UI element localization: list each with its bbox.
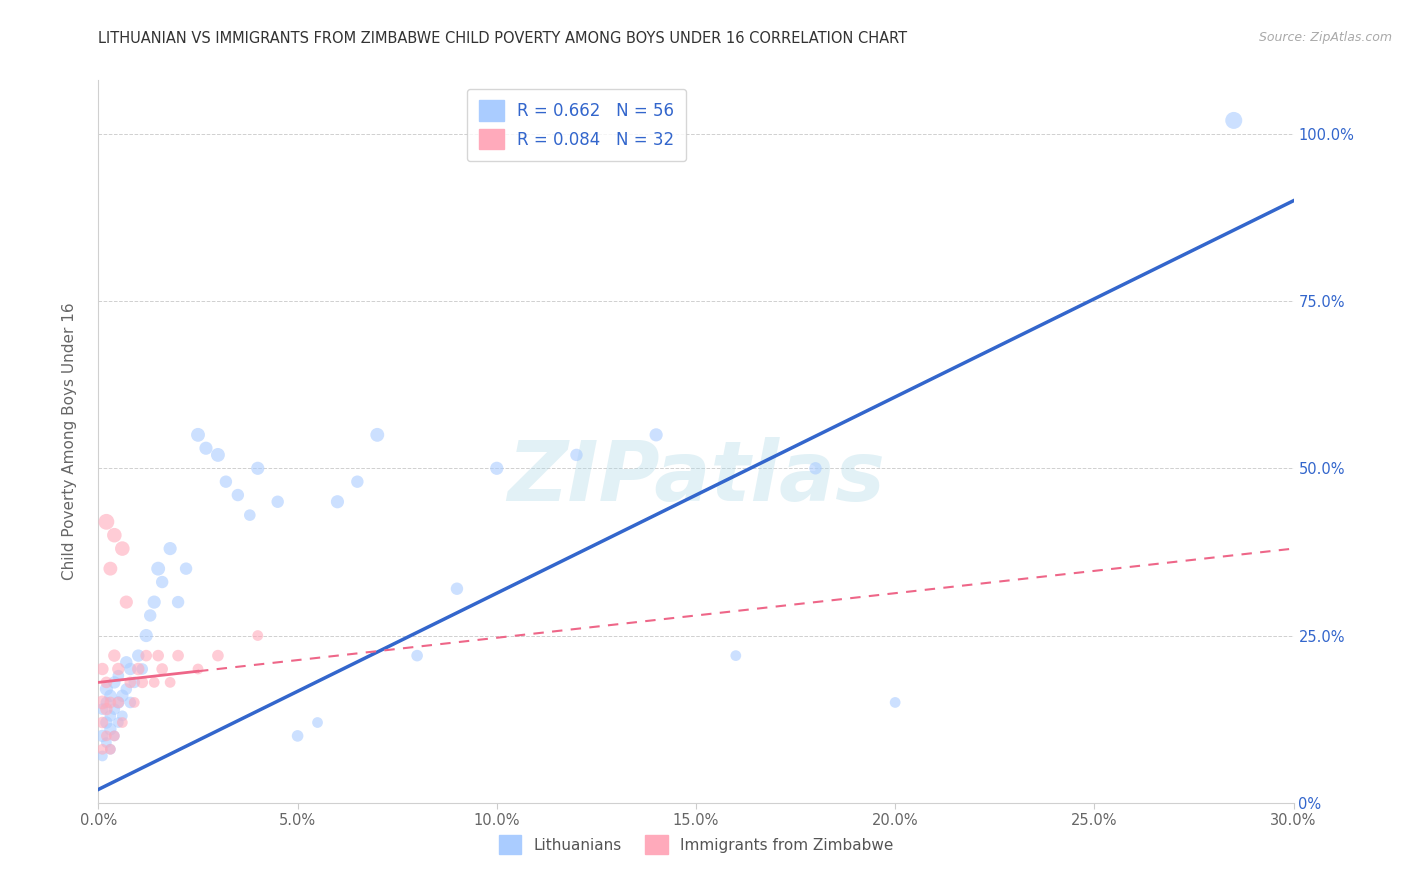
Point: [115, 655, 138, 669]
Point: [98, 723, 122, 737]
Point: [96, 735, 118, 749]
Point: [804, 461, 827, 475]
Point: [96, 515, 118, 529]
Point: [187, 662, 209, 676]
Point: [159, 675, 181, 690]
Point: [135, 628, 157, 642]
Point: [103, 729, 125, 743]
Point: [111, 541, 134, 556]
Point: [107, 696, 129, 710]
Point: [107, 715, 129, 730]
Text: Source: ZipAtlas.com: Source: ZipAtlas.com: [1258, 31, 1392, 45]
Point: [96, 681, 118, 696]
Point: [98, 696, 122, 710]
Point: [326, 494, 349, 508]
Point: [148, 648, 170, 663]
Point: [346, 475, 368, 489]
Point: [111, 689, 134, 703]
Point: [485, 461, 508, 475]
Point: [167, 648, 190, 663]
Point: [98, 562, 122, 576]
Point: [98, 708, 122, 723]
Point: [91, 702, 114, 716]
Point: [884, 696, 907, 710]
Point: [174, 562, 197, 576]
Point: [91, 662, 114, 676]
Point: [107, 669, 129, 683]
Point: [207, 448, 229, 462]
Legend: Lithuanians, Immigrants from Zimbabwe: Lithuanians, Immigrants from Zimbabwe: [492, 830, 900, 860]
Point: [96, 696, 118, 710]
Text: LITHUANIAN VS IMMIGRANTS FROM ZIMBABWE CHILD POVERTY AMONG BOYS UNDER 16 CORRELA: LITHUANIAN VS IMMIGRANTS FROM ZIMBABWE C…: [98, 31, 907, 46]
Point: [159, 541, 181, 556]
Point: [131, 675, 153, 690]
Point: [91, 729, 114, 743]
Point: [366, 427, 388, 442]
Point: [287, 729, 309, 743]
Point: [406, 648, 429, 663]
Point: [565, 448, 588, 462]
Point: [187, 427, 209, 442]
Point: [96, 675, 118, 690]
Point: [103, 528, 125, 542]
Point: [139, 608, 162, 623]
Point: [91, 742, 114, 756]
Point: [267, 494, 290, 508]
Point: [98, 742, 122, 756]
Point: [150, 662, 173, 676]
Point: [103, 648, 125, 663]
Text: ZIPatlas: ZIPatlas: [508, 437, 884, 518]
Point: [115, 681, 138, 696]
Point: [148, 562, 170, 576]
Point: [167, 595, 190, 609]
Point: [446, 582, 468, 596]
Point: [111, 715, 134, 730]
Point: [207, 648, 229, 663]
Point: [96, 729, 118, 743]
Point: [143, 675, 166, 690]
Point: [150, 575, 173, 590]
Point: [96, 715, 118, 730]
Point: [246, 461, 269, 475]
Point: [127, 648, 149, 663]
Point: [120, 662, 142, 676]
Point: [143, 595, 166, 609]
Point: [103, 675, 125, 690]
Point: [724, 648, 747, 663]
Point: [107, 662, 129, 676]
Y-axis label: Child Poverty Among Boys Under 16: Child Poverty Among Boys Under 16: [62, 302, 77, 581]
Point: [226, 488, 249, 502]
Point: [111, 708, 134, 723]
Point: [120, 675, 142, 690]
Point: [135, 648, 157, 663]
Point: [239, 508, 262, 523]
Point: [103, 729, 125, 743]
Point: [96, 702, 118, 716]
Point: [98, 742, 122, 756]
Point: [120, 696, 142, 710]
Point: [124, 696, 146, 710]
Point: [103, 702, 125, 716]
Point: [91, 696, 114, 710]
Point: [645, 427, 668, 442]
Point: [91, 715, 114, 730]
Point: [124, 675, 146, 690]
Point: [131, 662, 153, 676]
Point: [246, 628, 269, 642]
Point: [307, 715, 329, 730]
Point: [195, 442, 218, 455]
Point: [215, 475, 238, 489]
Point: [98, 689, 122, 703]
Point: [1223, 113, 1246, 128]
Point: [107, 696, 129, 710]
Point: [115, 595, 138, 609]
Point: [127, 662, 149, 676]
Point: [91, 749, 114, 764]
